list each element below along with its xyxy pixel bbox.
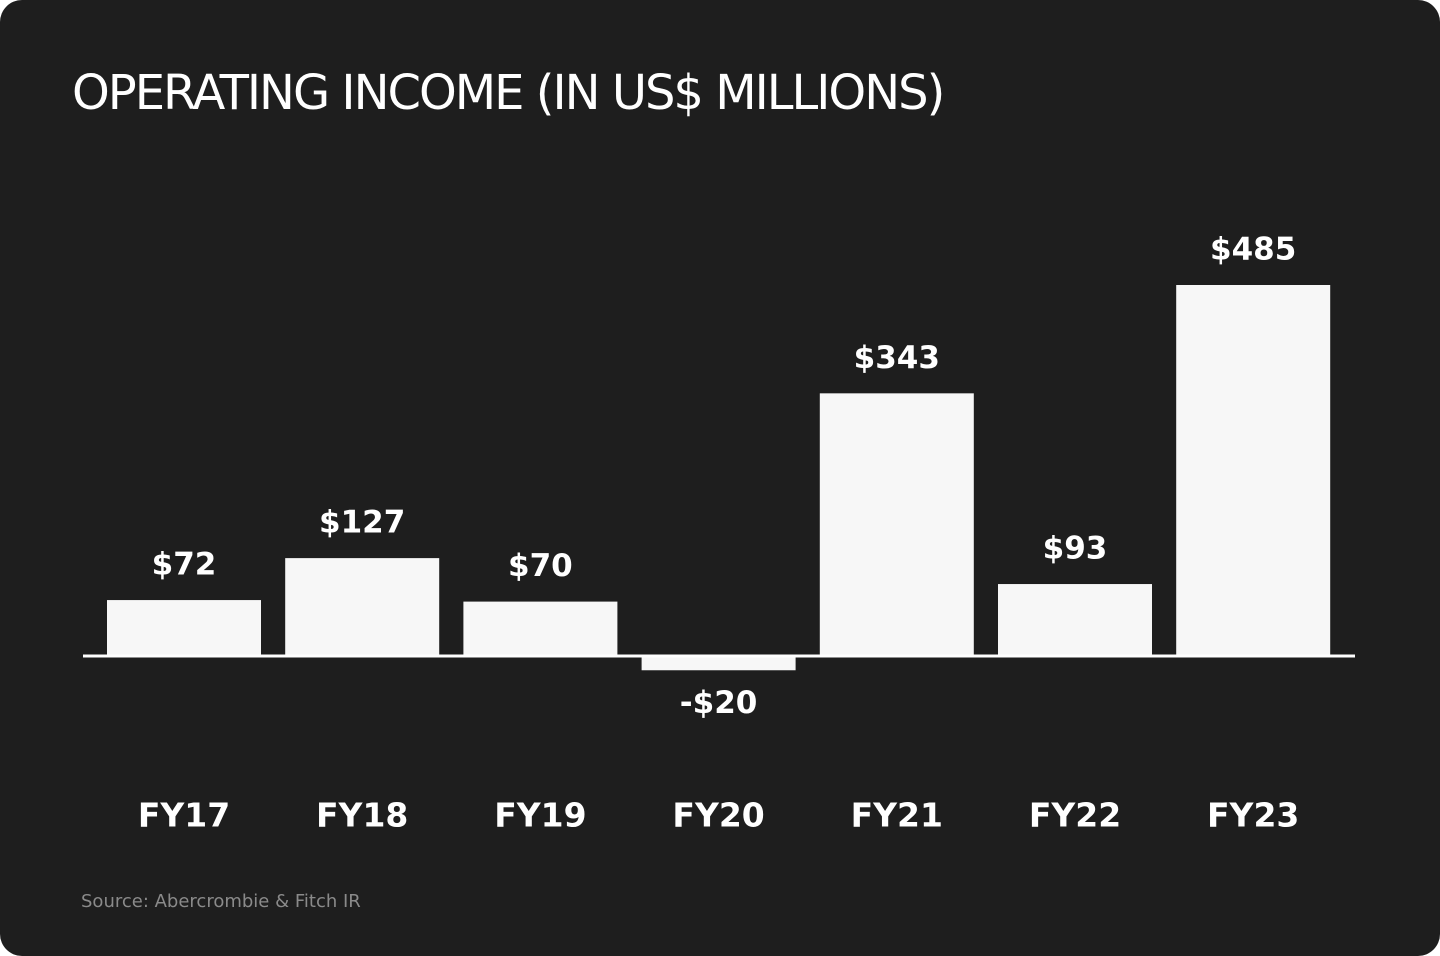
value-label: $485 xyxy=(1210,232,1296,268)
bar xyxy=(1176,285,1331,655)
bar xyxy=(285,558,440,655)
bar xyxy=(998,584,1152,655)
x-tick-label: FY19 xyxy=(494,796,586,835)
value-label: -$20 xyxy=(680,685,758,721)
value-label: $127 xyxy=(319,505,405,541)
x-tick-label: FY18 xyxy=(316,796,408,835)
value-label: $72 xyxy=(152,547,217,583)
value-label: $343 xyxy=(854,340,940,376)
bar xyxy=(107,600,261,655)
bar xyxy=(641,655,796,671)
x-tick-label: FY17 xyxy=(138,796,230,835)
source-note: Source: Abercrombie & Fitch IR xyxy=(81,891,361,912)
x-tick-label: FY21 xyxy=(851,796,943,835)
chart-title: OPERATING INCOME (IN US$ MILLIONS) xyxy=(72,65,943,121)
x-tick-label: FY23 xyxy=(1207,796,1299,835)
bar xyxy=(819,393,974,655)
x-tick-label: FY22 xyxy=(1029,796,1121,835)
value-label: $70 xyxy=(508,548,573,584)
bar xyxy=(463,601,618,655)
value-label: $93 xyxy=(1043,531,1108,567)
x-tick-label: FY20 xyxy=(672,796,764,835)
